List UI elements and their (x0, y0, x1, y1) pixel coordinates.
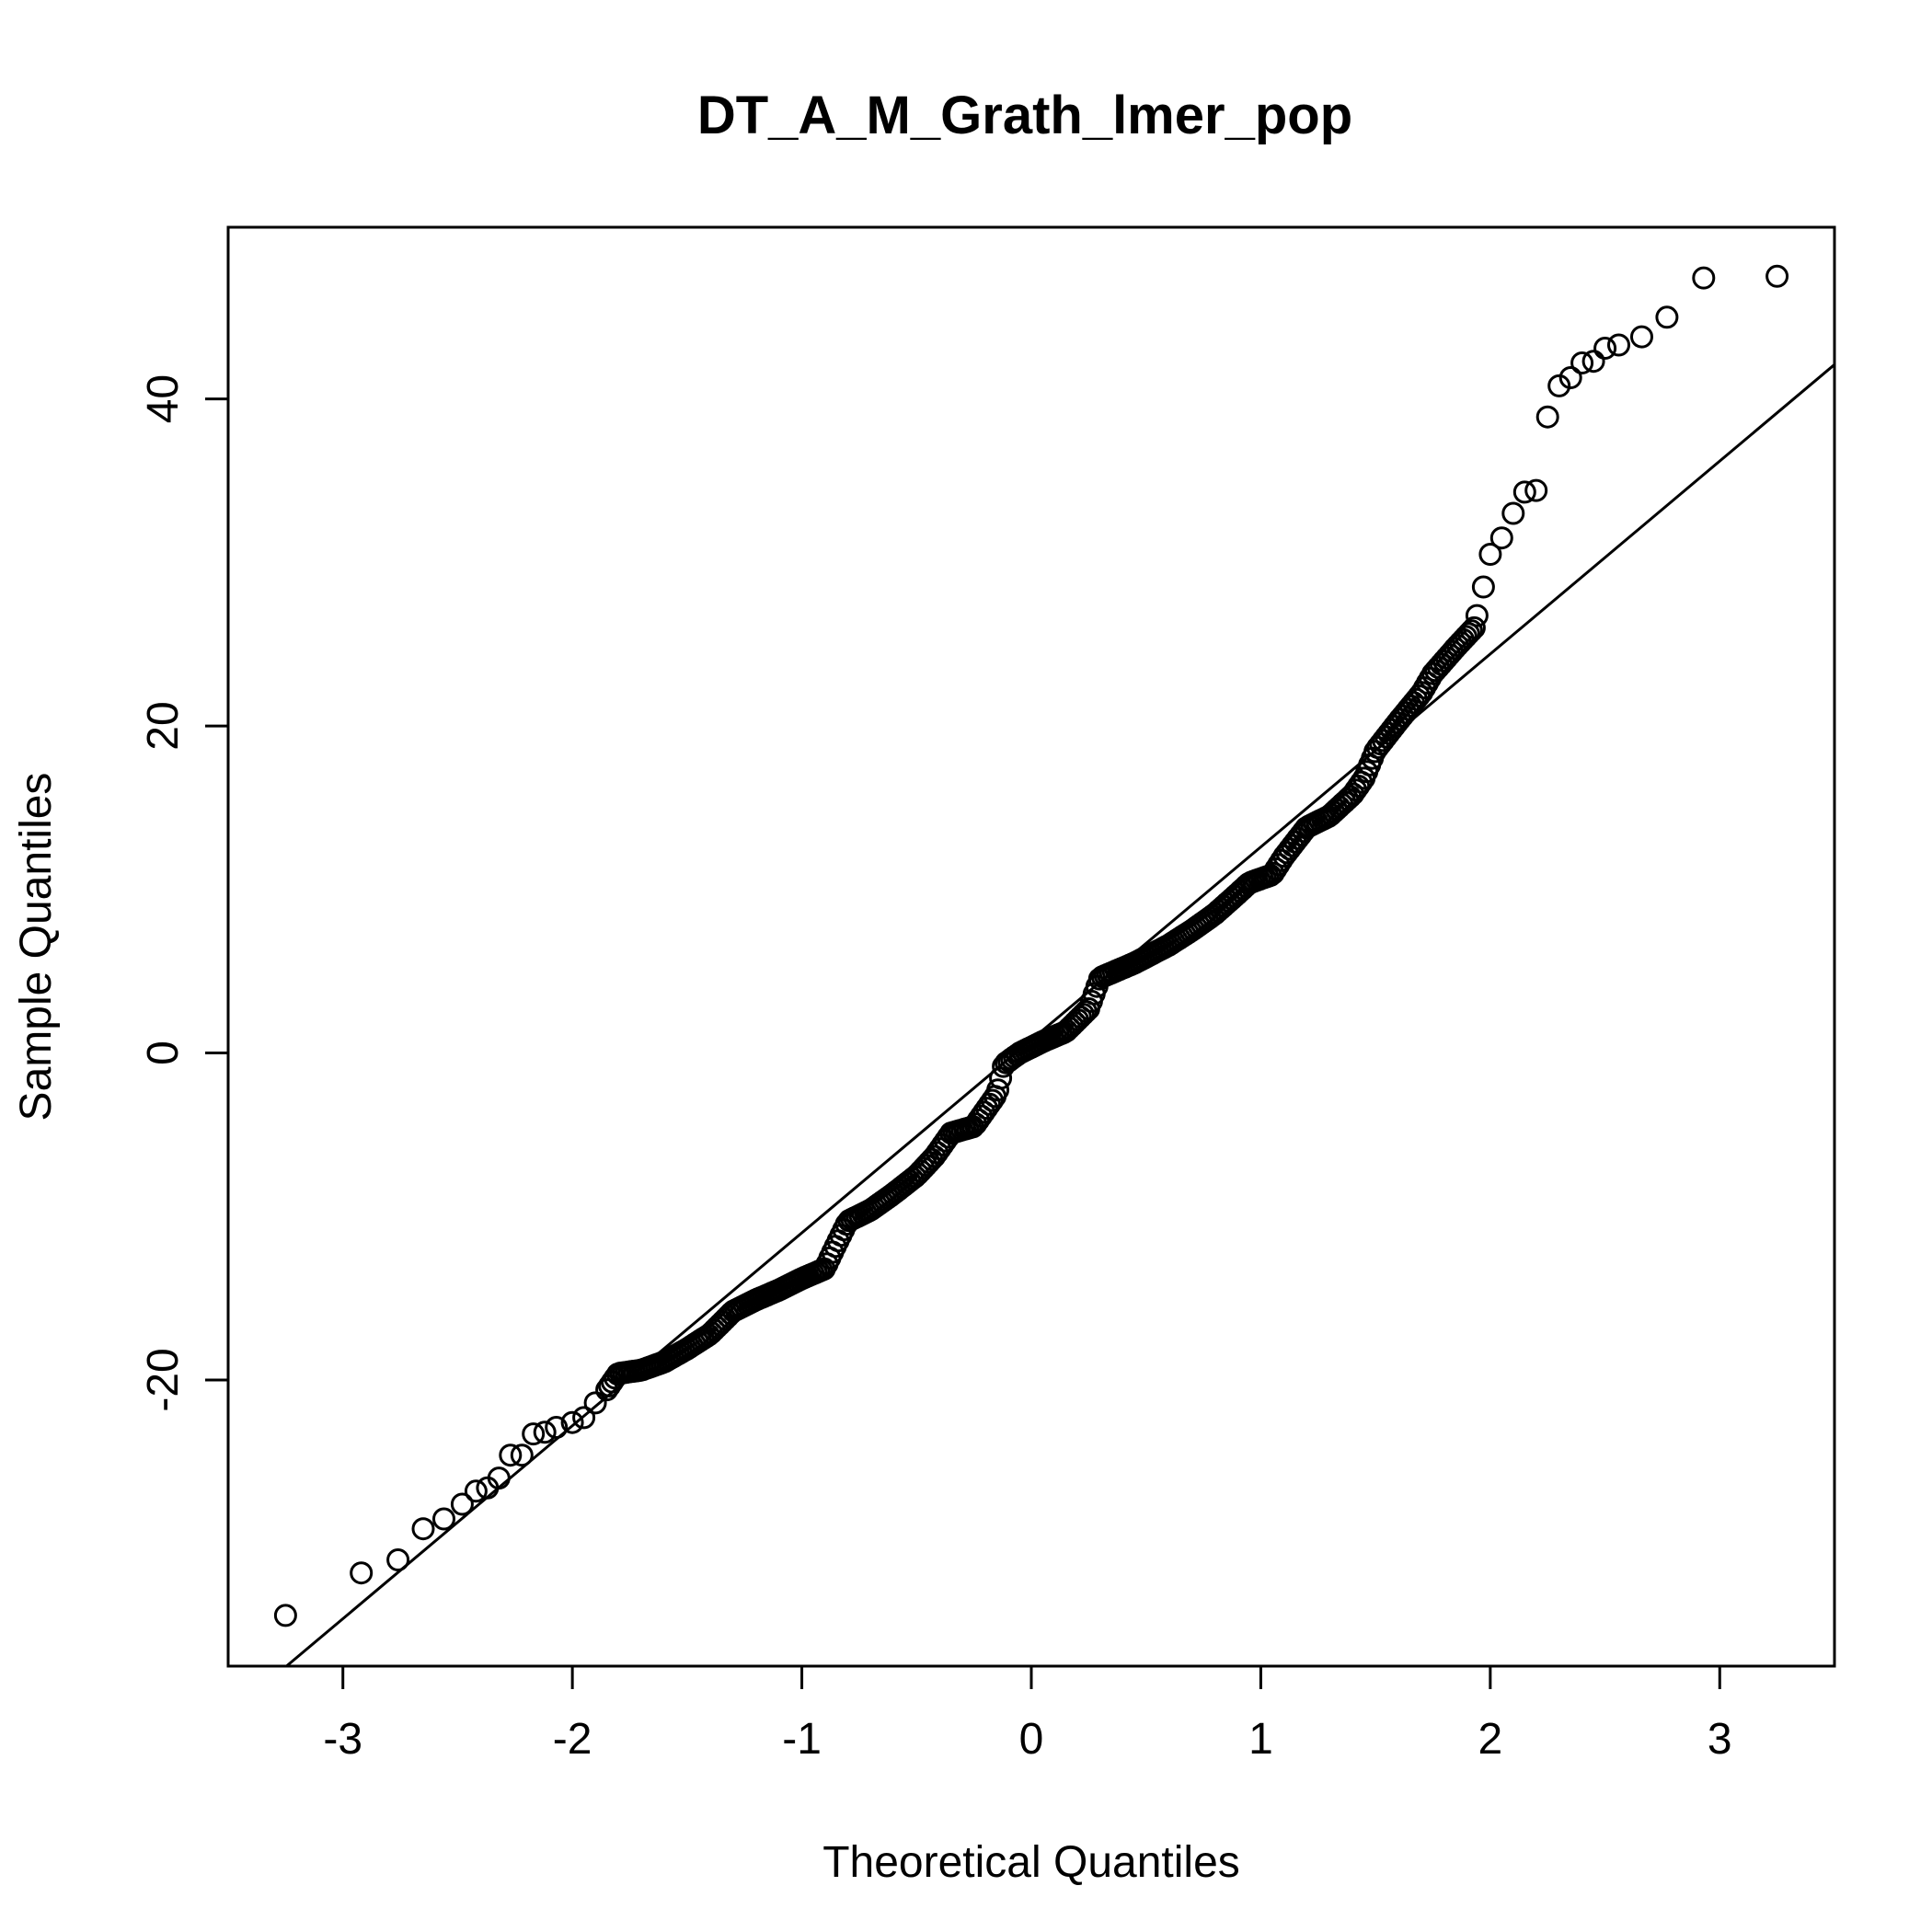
data-point (499, 1443, 523, 1467)
x-axis: -3 -2 -1 0 1 2 3 (323, 1664, 1732, 1764)
data-point (560, 1410, 584, 1434)
data-point (1489, 526, 1513, 550)
data-point (350, 1561, 374, 1585)
data-point (1655, 305, 1679, 329)
x-tick-label: 2 (1478, 1715, 1503, 1764)
y-tick-label: 0 (139, 1041, 188, 1065)
data-point (1692, 266, 1716, 290)
chart-title: DT_A_M_Grath_lmer_pop (697, 86, 1352, 145)
y-axis: -20 0 20 40 (139, 374, 230, 1412)
data-point (450, 1492, 474, 1516)
x-tick-label: 3 (1708, 1715, 1732, 1764)
reference-line (285, 363, 1835, 1668)
data-point (273, 1604, 297, 1627)
data-point (1558, 366, 1582, 389)
data-point (1607, 333, 1630, 357)
y-tick-label: 40 (139, 374, 188, 423)
y-tick-label: 20 (139, 701, 188, 750)
data-point (1547, 374, 1571, 397)
y-tick-label: -20 (139, 1348, 188, 1411)
data-point (1465, 604, 1489, 627)
x-tick-label: 1 (1248, 1715, 1273, 1764)
data-point (1501, 501, 1525, 525)
data-point (1765, 264, 1789, 288)
data-point (572, 1406, 596, 1430)
data-point (411, 1517, 435, 1541)
y-axis-label: Sample Quantiles (12, 773, 61, 1121)
data-point (1570, 351, 1594, 374)
x-tick-label: -3 (323, 1715, 362, 1764)
x-axis-label: Theoretical Quantiles (822, 1838, 1240, 1887)
data-point (533, 1420, 557, 1444)
data-point (1593, 337, 1617, 360)
data-point (1524, 478, 1548, 502)
data-point (1459, 619, 1483, 643)
data-point (1068, 1006, 1092, 1029)
sample-points (273, 264, 1789, 1627)
data-point (1071, 1003, 1095, 1026)
data-point (386, 1548, 410, 1571)
x-tick-label: -2 (553, 1715, 592, 1764)
data-point (986, 1078, 1010, 1102)
data-point (1462, 615, 1486, 639)
data-point (1478, 543, 1502, 566)
x-tick-label: 0 (1019, 1715, 1044, 1764)
data-point (1581, 350, 1605, 374)
data-point (464, 1479, 488, 1503)
data-point (522, 1422, 546, 1446)
data-point (583, 1391, 607, 1415)
data-point (1535, 405, 1559, 429)
data-point (1471, 575, 1495, 599)
data-point (1405, 687, 1428, 711)
data-point (1512, 480, 1536, 504)
data-point (487, 1466, 511, 1490)
data-point (1456, 622, 1480, 646)
data-point (432, 1507, 455, 1531)
data-point (1630, 325, 1653, 349)
x-tick-label: -1 (782, 1715, 822, 1764)
plot-frame (226, 225, 1836, 1668)
data-point (510, 1443, 534, 1467)
data-point (545, 1416, 569, 1439)
